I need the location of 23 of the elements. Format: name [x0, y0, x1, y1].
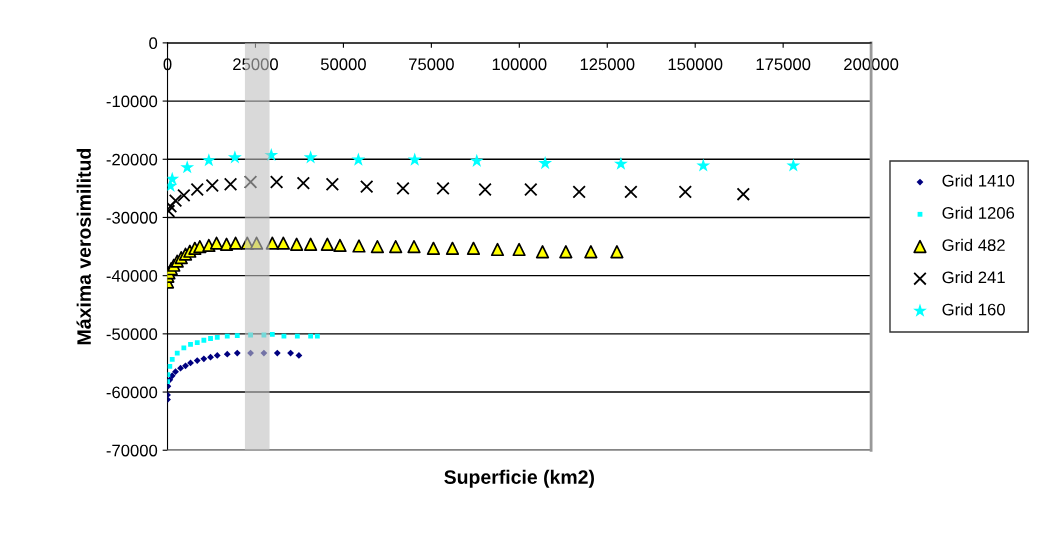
x-tick-label: 50000 — [320, 58, 366, 71]
y-axis-title: Máxima verosimilitud — [76, 148, 91, 345]
x-tick-label: 200000 — [844, 58, 899, 71]
legend-label: Grid 482 — [942, 238, 1005, 252]
legend-label: Grid 1410 — [942, 174, 1015, 187]
y-tick-label: -20000 — [106, 153, 158, 166]
x-axis-title: Superficie (km2) — [444, 469, 594, 488]
y-tick-label: -70000 — [106, 444, 158, 457]
y-tick-label: 0 — [149, 37, 158, 50]
x-tick-label: 25000 — [233, 58, 278, 71]
x-tick-label: 150000 — [668, 58, 723, 71]
x-tick-label: 100000 — [492, 58, 547, 71]
x-tick-label: 175000 — [756, 58, 811, 71]
y-tick-label: -50000 — [106, 328, 158, 341]
y-tick-label: -30000 — [106, 211, 158, 224]
x-tick-label: 75000 — [409, 58, 454, 71]
y-tick-label: -10000 — [106, 95, 158, 108]
y-tick-label: -60000 — [106, 386, 158, 399]
x-tick-label: 125000 — [580, 58, 635, 71]
legend-label: Grid 241 — [942, 270, 1005, 284]
legend-label: Grid 160 — [942, 303, 1005, 316]
legend-label: Grid 1206 — [942, 206, 1015, 219]
y-tick-label: -40000 — [106, 270, 158, 282]
